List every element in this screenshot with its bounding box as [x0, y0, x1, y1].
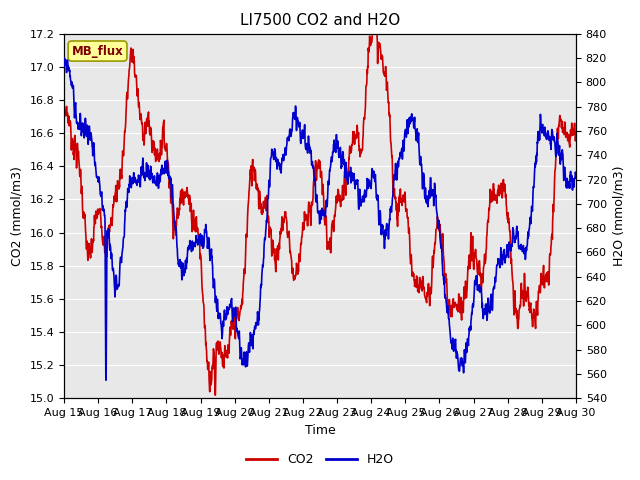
- Y-axis label: CO2 (mmol/m3): CO2 (mmol/m3): [11, 166, 24, 266]
- Y-axis label: H2O (mmol/m3): H2O (mmol/m3): [612, 166, 625, 266]
- X-axis label: Time: Time: [305, 424, 335, 437]
- Title: LI7500 CO2 and H2O: LI7500 CO2 and H2O: [240, 13, 400, 28]
- Text: MB_flux: MB_flux: [72, 45, 124, 58]
- Legend: CO2, H2O: CO2, H2O: [241, 448, 399, 471]
